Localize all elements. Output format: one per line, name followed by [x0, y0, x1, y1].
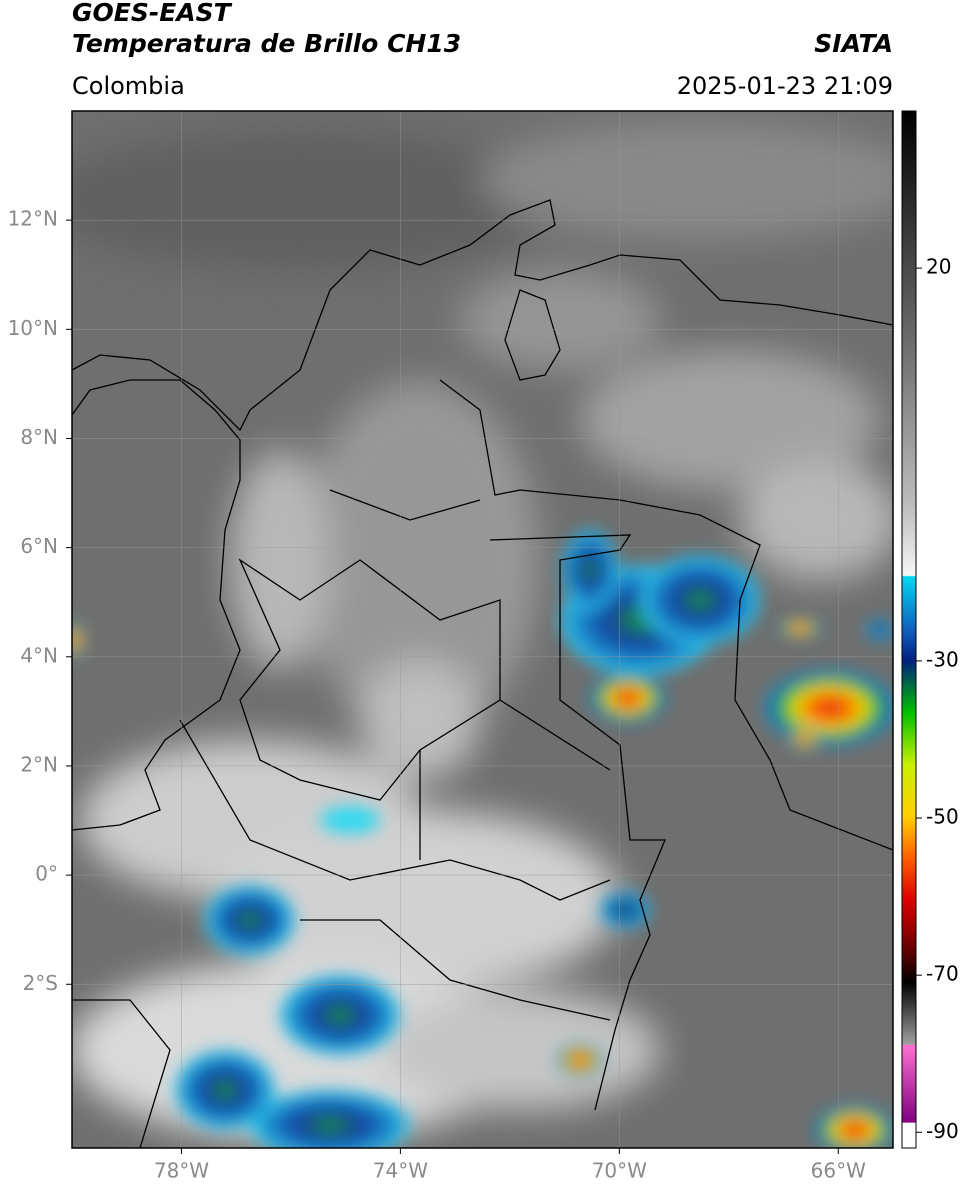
colorbar-tick-label: -50 [926, 805, 959, 829]
colorbar-tick-label: 20 [926, 255, 951, 279]
x-tick-label: 78°W [154, 1159, 209, 1183]
colorbar-tick-label: -90 [926, 1119, 959, 1143]
boundaries [72, 199, 893, 1148]
satellite-image [72, 111, 893, 1148]
y-tick-label: 6°N [20, 534, 58, 558]
x-tick-label: 70°W [592, 1159, 647, 1183]
subtitle: Temperatura de Brillo CH13 [72, 29, 461, 58]
timestamp: 2025-01-23 21:09 [677, 72, 893, 100]
y-tick-label: 10°N [8, 316, 58, 340]
colorbar-tick-label: -30 [926, 647, 959, 671]
map-frame [71, 110, 894, 1149]
colorbar-tick-label: -70 [926, 962, 959, 986]
x-tick-label: 74°W [373, 1159, 428, 1183]
x-tick-label: 66°W [811, 1159, 866, 1183]
colorbar [901, 110, 917, 1149]
y-tick-label: 2°N [20, 752, 58, 776]
y-tick-label: 12°N [8, 207, 58, 231]
y-tick-label: 8°N [20, 425, 58, 449]
source: SIATA [814, 29, 893, 58]
y-tick-label: 2°S [23, 971, 58, 995]
y-tick-label: 4°N [20, 643, 58, 667]
y-tick-label: 0° [35, 862, 58, 886]
title: GOES-EAST [72, 0, 233, 27]
region: Colombia [72, 72, 185, 100]
